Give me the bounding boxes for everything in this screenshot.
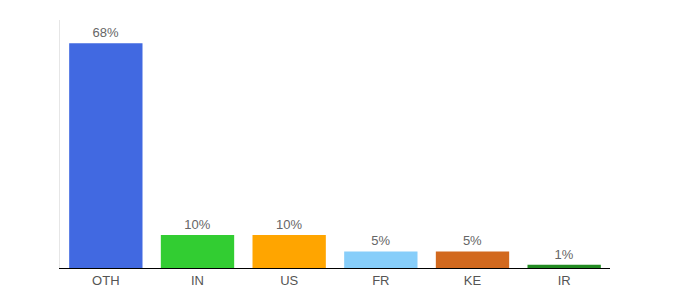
svg-text:OTH: OTH — [92, 273, 119, 288]
svg-text:FR: FR — [372, 273, 389, 288]
svg-text:10%: 10% — [276, 217, 302, 232]
svg-text:5%: 5% — [371, 233, 390, 248]
svg-text:5%: 5% — [463, 233, 482, 248]
svg-text:10%: 10% — [184, 217, 210, 232]
svg-text:1%: 1% — [555, 247, 574, 262]
svg-text:US: US — [280, 273, 298, 288]
svg-text:IN: IN — [191, 273, 204, 288]
svg-text:KE: KE — [464, 273, 482, 288]
svg-text:68%: 68% — [93, 25, 119, 40]
svg-text:IR: IR — [558, 273, 571, 288]
